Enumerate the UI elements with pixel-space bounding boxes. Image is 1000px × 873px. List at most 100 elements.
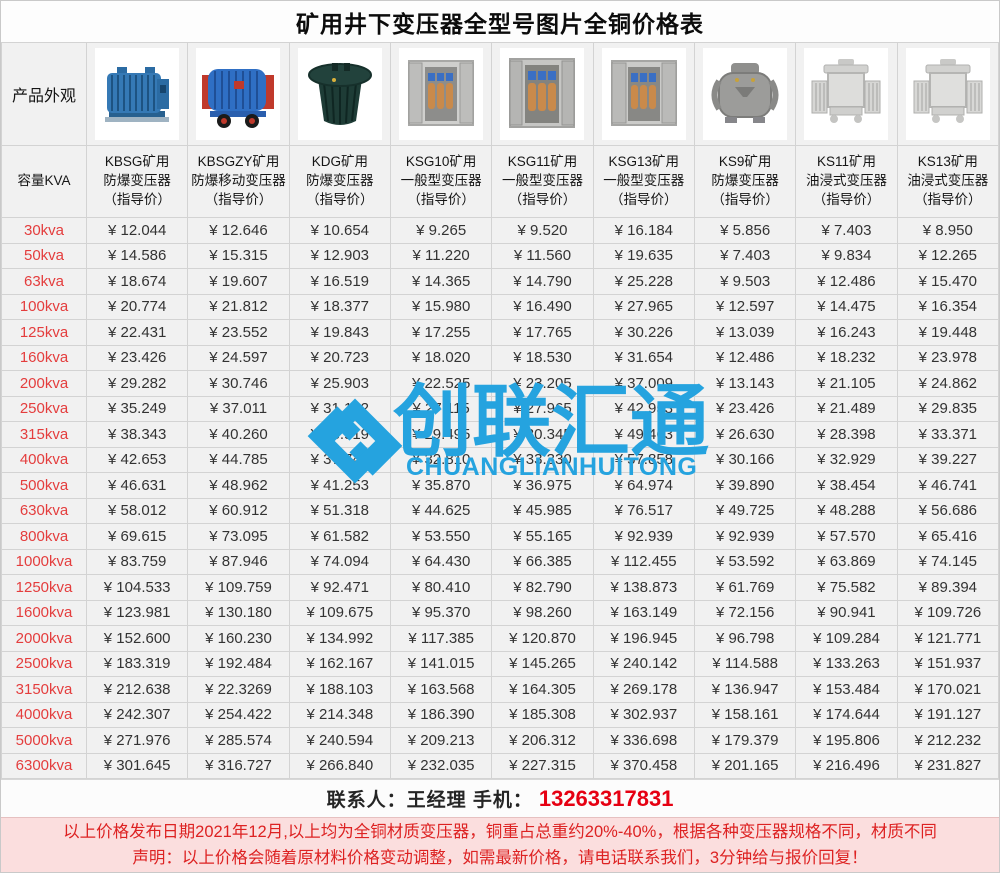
price-cell: ¥ 16.184: [592, 217, 695, 244]
price-cell: ¥ 32.810: [389, 446, 493, 473]
table-row: 160kva ¥ 23.426 ¥ 24.597 ¥ 20.723 ¥ 18.020 ¥ …: [1, 344, 999, 371]
price-cell: ¥ 18.377: [288, 293, 391, 320]
capacity-cell: 1000kva: [1, 548, 87, 575]
price-cell: ¥ 114.588: [693, 650, 797, 677]
price-cell: ¥ 192.484: [187, 650, 290, 677]
price-cell: ¥ 269.178: [592, 676, 695, 703]
price-cell: ¥ 191.127: [896, 701, 999, 728]
price-cell: ¥ 121.771: [896, 625, 999, 652]
price-cell: ¥ 73.095: [187, 523, 290, 550]
price-cell: ¥ 66.385: [491, 548, 594, 575]
product-name-ksg11: KSG11矿用 一般型变压器 （指导价）: [491, 145, 594, 218]
price-cell: ¥ 16.243: [795, 319, 898, 346]
price-cell: ¥ 195.806: [795, 727, 898, 754]
price-cell: ¥ 164.305: [491, 676, 594, 703]
price-cell: ¥ 44.625: [389, 497, 493, 524]
price-cell: ¥ 24.862: [896, 370, 999, 397]
price-cell: ¥ 65.416: [896, 523, 999, 550]
price-cell: ¥ 9.265: [389, 217, 493, 244]
price-cell: ¥ 36.975: [491, 472, 594, 499]
price-cell: ¥ 152.600: [85, 625, 189, 652]
price-cell: ¥ 145.265: [491, 650, 594, 677]
price-cell: ¥ 26.630: [693, 421, 797, 448]
price-cell: ¥ 109.726: [896, 599, 999, 626]
table-row: 30kva ¥ 12.044 ¥ 12.646 ¥ 10.654 ¥ 9.265 ¥ 9.…: [1, 217, 999, 244]
table-row: 50kva ¥ 14.586 ¥ 15.315 ¥ 12.903 ¥ 11.220 ¥ 1…: [1, 242, 999, 269]
price-cell: ¥ 95.370: [389, 599, 493, 626]
price-cell: ¥ 27.115: [389, 395, 493, 422]
price-cell: ¥ 55.165: [491, 523, 594, 550]
price-cell: ¥ 16.354: [896, 293, 999, 320]
price-cell: ¥ 30.345: [491, 421, 594, 448]
price-cell: ¥ 7.403: [795, 217, 898, 244]
capacity-cell: 1600kva: [1, 599, 87, 626]
price-cell: ¥ 14.475: [795, 293, 898, 320]
price-cell: ¥ 22.3269: [187, 676, 290, 703]
price-cell: ¥ 21.812: [187, 293, 290, 320]
price-cell: ¥ 82.790: [491, 574, 594, 601]
price-cell: ¥ 75.582: [795, 574, 898, 601]
price-cell: ¥ 17.765: [491, 319, 594, 346]
price-cell: ¥ 23.205: [491, 370, 594, 397]
price-cell: ¥ 29.835: [896, 395, 999, 422]
price-cell: ¥ 134.992: [288, 625, 391, 652]
product-image-kdg: [297, 48, 382, 140]
price-cell: ¥ 163.568: [389, 676, 493, 703]
price-cell: ¥ 27.965: [491, 395, 594, 422]
price-cell: ¥ 56.686: [896, 497, 999, 524]
price-cell: ¥ 14.586: [85, 242, 189, 269]
price-cell: ¥ 37.009: [592, 370, 695, 397]
price-cell: ¥ 20.723: [288, 344, 391, 371]
contact-label: 联系人：王经理 手机：: [326, 790, 533, 811]
price-cell: ¥ 27.965: [592, 293, 695, 320]
price-cell: ¥ 136.947: [693, 676, 797, 703]
capacity-cell: 63kva: [1, 268, 87, 295]
contact-bar: 联系人：王经理 手机： 13263317831: [1, 779, 999, 817]
price-cell: ¥ 109.675: [288, 599, 391, 626]
product-image-row: 产品外观: [1, 42, 999, 146]
price-cell: ¥ 49.463: [592, 421, 695, 448]
table-row: 500kva ¥ 46.631 ¥ 48.962 ¥ 41.253 ¥ 35.870 ¥ …: [1, 472, 999, 499]
price-cell: ¥ 57.570: [795, 523, 898, 550]
product-image-ksg11: [500, 48, 585, 140]
price-cell: ¥ 183.319: [85, 650, 189, 677]
table-row: 1600kva ¥ 123.981 ¥ 130.180 ¥ 109.675 ¥ 95.3…: [1, 599, 999, 626]
price-cell: ¥ 12.486: [795, 268, 898, 295]
price-cell: ¥ 64.974: [592, 472, 695, 499]
price-cell: ¥ 29.282: [85, 370, 189, 397]
price-cell: ¥ 60.912: [187, 497, 290, 524]
capacity-cell: 50kva: [1, 242, 87, 269]
price-cell: ¥ 15.470: [896, 268, 999, 295]
product-image-ks11: [804, 48, 889, 140]
price-cell: ¥ 17.255: [389, 319, 493, 346]
table-row: 100kva ¥ 20.774 ¥ 21.812 ¥ 18.377 ¥ 15.980 ¥ …: [1, 293, 999, 320]
price-cell: ¥ 15.315: [187, 242, 290, 269]
price-cell: ¥ 196.945: [592, 625, 695, 652]
product-name-ksg13: KSG13矿用 一般型变压器 （指导价）: [592, 145, 695, 218]
capacity-cell: 160kva: [1, 344, 87, 371]
price-cell: ¥ 51.318: [288, 497, 391, 524]
price-cell: ¥ 240.142: [592, 650, 695, 677]
price-cell: ¥ 21.489: [795, 395, 898, 422]
contact-phone: 13263317831: [538, 785, 674, 811]
capacity-cell: 30kva: [1, 217, 87, 244]
price-cell: ¥ 23.426: [693, 395, 797, 422]
price-cell: ¥ 232.035: [389, 752, 493, 779]
price-cell: ¥ 25.228: [592, 268, 695, 295]
price-cell: ¥ 104.533: [85, 574, 189, 601]
capacity-cell: 2500kva: [1, 650, 87, 677]
price-cell: ¥ 10.654: [288, 217, 391, 244]
price-rows: 30kva ¥ 12.044 ¥ 12.646 ¥ 10.654 ¥ 9.265 ¥ 9.…: [1, 217, 999, 779]
capacity-cell: 6300kva: [1, 752, 87, 779]
price-cell: ¥ 231.827: [896, 752, 999, 779]
price-cell: ¥ 117.385: [389, 625, 493, 652]
table-row: 250kva ¥ 35.249 ¥ 37.011 ¥ 31.182 ¥ 27.115 ¥ …: [1, 395, 999, 422]
price-cell: ¥ 109.284: [795, 625, 898, 652]
table-row: 2000kva ¥ 152.600 ¥ 160.230 ¥ 134.992 ¥ 117.…: [1, 625, 999, 652]
price-cell: ¥ 212.232: [896, 727, 999, 754]
table-row: 315kva ¥ 38.343 ¥ 40.260 ¥ 33.919 ¥ 29.495 ¥ …: [1, 421, 999, 448]
price-cell: ¥ 242.307: [85, 701, 189, 728]
price-cell: ¥ 370.458: [592, 752, 695, 779]
price-cell: ¥ 44.785: [187, 446, 290, 473]
price-cell: ¥ 53.592: [693, 548, 797, 575]
